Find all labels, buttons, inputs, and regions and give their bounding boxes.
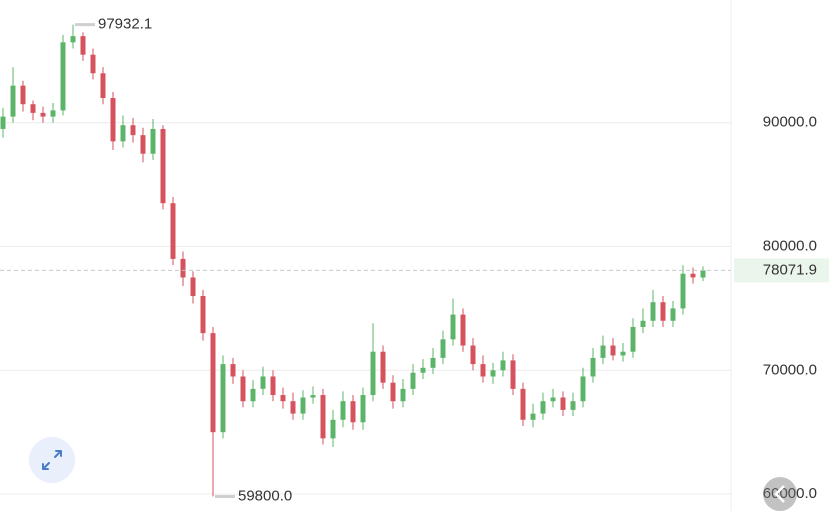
candle-body [660,302,666,321]
candle-body [430,357,436,368]
candle-body [520,388,526,420]
candle-body [580,376,586,402]
candle-body [70,36,76,43]
candle-body [530,413,536,420]
candle-body [0,116,6,129]
expand-button[interactable] [29,437,75,483]
candle-body [400,388,406,402]
candle-body [550,397,556,402]
candle-body [700,270,706,278]
candle-body [560,397,566,410]
candle-body [440,339,446,358]
candle-body [490,370,496,377]
candle-body [290,401,296,414]
candles [0,24,706,497]
candle-body [220,364,226,433]
candle-body [120,125,126,142]
candle-body [40,112,46,117]
candle-body [640,320,646,327]
candle-body [210,333,216,433]
candle-body [150,128,156,154]
last-price-badge [734,258,829,283]
candle-body [180,258,186,278]
annotation-label: 97932.1 [98,16,152,33]
annotation-label: 59800.0 [238,487,292,504]
candle-body [330,419,336,439]
overlay: 60000.0 70000.0 80000.0 90000.0 97932.1 59800… [0,16,829,504]
candle-body [160,128,166,204]
candle-body [470,345,476,365]
candle-body [620,351,626,356]
candle-body [60,42,66,111]
candle-body [240,376,246,402]
candle-body [100,73,106,99]
candle-body [450,314,456,340]
candle-body [670,308,676,321]
candle-body [570,401,576,410]
candle-body [320,395,326,439]
y-tick-label: 60000.0 [763,485,817,502]
y-tick-label: 80000.0 [763,237,817,254]
candle-body [480,364,486,377]
scroll-back-button[interactable] [763,477,797,511]
candle-body [10,85,16,117]
candle-body [230,364,236,377]
candle-body [260,376,266,389]
candle-body [280,395,286,402]
candle-body [190,277,196,297]
candle-body [30,104,36,113]
candle-body [460,314,466,346]
candle-body [610,345,616,356]
candle-body [270,376,276,396]
candle-body [310,395,316,398]
candle-body [650,302,656,321]
candle-body [300,397,306,414]
candle-body [410,372,416,389]
candle-body [110,98,116,142]
candle-body [90,54,96,74]
candle-body [130,125,136,136]
candle-body [540,401,546,414]
candle-body [80,36,86,55]
candle-body [390,382,396,402]
candle-body [680,273,686,309]
candle-body [370,351,376,396]
candle-body [170,203,176,259]
candle-body [590,357,596,377]
candle-body [250,388,256,402]
grid [0,122,731,495]
candle-body [600,345,606,358]
candle-body [500,360,506,371]
candle-body [200,296,206,334]
y-tick-label: 70000.0 [763,361,817,378]
candle-body [140,135,146,154]
candle-body [690,273,696,278]
candle-body [340,401,346,420]
candle-body [50,110,56,117]
candle-body [420,367,426,373]
candle-body [350,401,356,423]
last-price-label: 78071.9 [763,261,817,278]
candle-body [360,395,366,423]
candle-body [510,360,516,389]
candle-body [20,85,26,105]
candle-body [630,326,636,352]
candle-body [380,351,386,383]
y-tick-label: 90000.0 [763,114,817,131]
